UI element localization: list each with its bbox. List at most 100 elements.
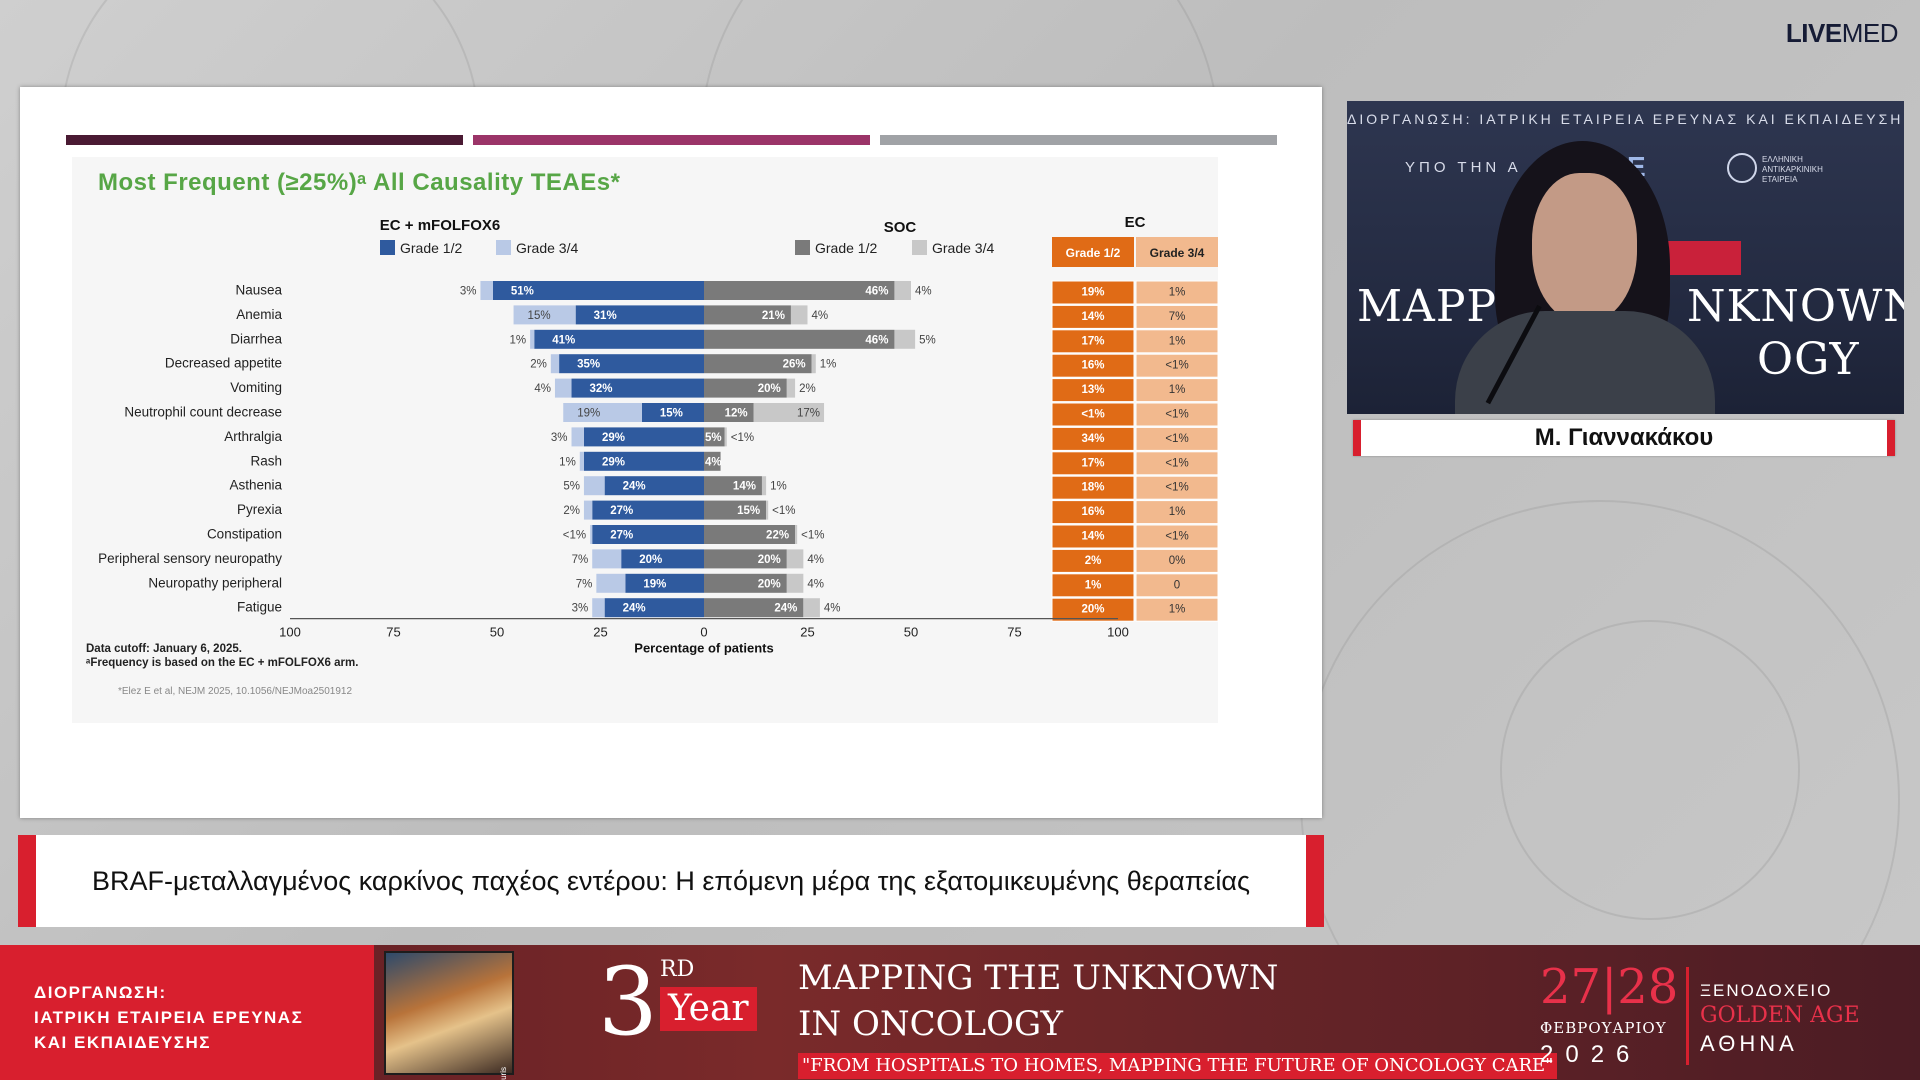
soc-grade12-data-label: 21%: [762, 310, 785, 322]
ec-grade12-data-label: 32%: [590, 383, 613, 395]
table-grade12-value: 34%: [1081, 433, 1104, 445]
edition-year-badge: Year: [660, 987, 757, 1031]
table-cell: [1051, 475, 1135, 500]
soc-grade34-bar: [761, 476, 767, 496]
category-label: Arthralgia: [224, 429, 282, 444]
ec-grade34-data-label: 3%: [460, 286, 477, 298]
x-tick-label: 25: [800, 625, 814, 640]
speaker-body: [1455, 311, 1715, 414]
soc-grade12-bar: [704, 378, 787, 398]
event-title: MAPPING THE UNKNOWN IN ONCOLOGY: [798, 955, 1278, 1047]
soc-grade34-data-label: 1%: [770, 481, 787, 493]
organizer-line: ΙΑΤΡΙΚΗ ΕΤΑΙΡΕΙΑ ΕΡΕΥΝΑΣ: [34, 1008, 304, 1027]
category-label: Constipation: [207, 527, 282, 542]
artwork-signature: C.Billouris: [499, 1067, 508, 1080]
soc-grade34-data-label: <1%: [772, 505, 795, 517]
speaker-name: Μ. Γιαννακάκου: [1534, 424, 1714, 451]
table-cell: [1135, 573, 1219, 598]
speaker-video: ΔΙΟΡΓΑΝΩΣΗ: ΙΑΤΡΙΚΗ ΕΤΑΙΡΕΙΑ ΕΡΕΥΝΑΣ ΚΑΙ…: [1347, 101, 1904, 414]
soc-grade12-data-label: 15%: [737, 505, 760, 517]
footnote-cutoff: Data cutoff: January 6, 2025.: [86, 643, 242, 655]
soc-grade12-data-label: 12%: [725, 408, 748, 420]
ec-grade34-data-label: 5%: [563, 481, 580, 493]
soc-grade34-bar: [790, 305, 808, 325]
table-grade34-value: <1%: [1165, 360, 1188, 372]
ec-grade12-bar: [583, 451, 704, 471]
ec-grade34-bar: [513, 305, 576, 325]
ec-grade12-data-label: 29%: [602, 456, 625, 468]
soc-grade12-data-label: 22%: [766, 530, 789, 542]
soc-grade34-data-label: 4%: [807, 554, 824, 566]
event-subtitle: "FROM HOSPITALS TO HOMES, MAPPING THE FU…: [798, 1053, 1558, 1079]
ec-grade12-bar: [625, 573, 704, 593]
soc-grade34-bar: [803, 598, 820, 618]
speaker-nameplate: Μ. Γιαννακάκου: [1353, 420, 1895, 456]
table-grade12-value: 17%: [1081, 457, 1104, 469]
teae-chart: EC + mFOLFOX6 SOC Grade 1/2 Grade 3/4 Grade …: [86, 214, 1219, 697]
category-label: Anemia: [236, 307, 282, 322]
soc-grade34-bar: [795, 525, 798, 544]
table-cell: [1051, 426, 1135, 451]
talk-title: BRAF-μεταλλαγμένος καρκίνος παχέος εντέρ…: [91, 866, 1251, 896]
category-label: Rash: [250, 453, 282, 468]
soc-grade12-bar: [704, 403, 754, 422]
table-grade12-value: 14%: [1081, 311, 1104, 323]
ec-grade12-data-label: 20%: [639, 554, 662, 566]
ec-group-header: EC + mFOLFOX6: [380, 217, 500, 234]
table-grade34-value: 1%: [1169, 384, 1186, 396]
ec-grade12-bar: [604, 598, 704, 618]
ec-grade34-bar: [571, 427, 584, 447]
legend-swatch: [912, 240, 927, 255]
x-tick-label: 75: [1007, 625, 1021, 640]
table-cell: [1135, 524, 1219, 549]
x-tick-label: 50: [490, 625, 504, 640]
soc-grade12-data-label: 20%: [758, 383, 781, 395]
ec-grade34-bar: [563, 403, 642, 422]
society-emblem-icon: [1727, 153, 1757, 183]
table-grade12-value: 1%: [1085, 579, 1102, 591]
ec-grade34-bar: [583, 500, 593, 520]
ec-grade34-data-label: 3%: [572, 603, 589, 615]
soc-grade12-data-label: 14%: [733, 481, 756, 493]
ec-grade12-bar: [592, 525, 704, 544]
ec-grade12-data-label: 24%: [623, 603, 646, 615]
event-artwork: C.Billouris: [384, 951, 514, 1080]
soc-grade34-bar: [753, 403, 825, 422]
soc-grade12-bar: [704, 525, 796, 544]
soc-grade12-data-label: 4%: [705, 456, 722, 468]
ec-grade34-data-label: 2%: [530, 359, 547, 371]
soc-grade34-bar: [786, 549, 804, 569]
backdrop-title-1: MAPPI: [1357, 281, 1516, 332]
ec-grade34-data-label: 1%: [509, 334, 526, 346]
venue-city: ΑΘΗΝΑ: [1700, 1031, 1798, 1056]
table-col-header: Grade 1/2: [1066, 246, 1121, 260]
ec-grade34-data-label: 15%: [528, 310, 551, 322]
soc-grade12-data-label: 26%: [783, 359, 806, 371]
table-cell: [1135, 500, 1219, 525]
table-grade34-value: 0%: [1169, 555, 1186, 567]
soc-grade34-data-label: 5%: [919, 334, 936, 346]
backdrop-organizer-text: ΔΙΟΡΓΑΝΩΣΗ: ΙΑΤΡΙΚΗ ΕΤΑΙΡΕΙΑ ΕΡΕΥΝΑΣ ΚΑΙ…: [1347, 111, 1904, 127]
table-cell: [1135, 280, 1219, 305]
soc-grade12-data-label: 20%: [758, 554, 781, 566]
ec-grade34-bar: [592, 549, 622, 569]
soc-grade34-bar: [894, 281, 911, 300]
table-cell: [1051, 548, 1135, 573]
table-grade12-value: 2%: [1085, 555, 1102, 567]
soc-grade34-bar: [724, 427, 727, 447]
slide-reference: *Elez E et al, NEJM 2025, 10.1056/NEJMoa…: [118, 686, 352, 697]
legend-label: Grade 1/2: [400, 240, 462, 256]
category-label: Vomiting: [230, 380, 282, 395]
x-tick-label: 75: [386, 625, 400, 640]
ec-grade34-bar: [592, 598, 605, 618]
slide-header-bar-3: [880, 135, 1277, 145]
table-cell: [1051, 329, 1135, 354]
ec-grade12-data-label: 31%: [594, 310, 617, 322]
table-cell: [1051, 573, 1135, 598]
organizer-block: ΔΙΟΡΓΑΝΩΣΗ: ΙΑΤΡΙΚΗ ΕΤΑΙΡΕΙΑ ΕΡΕΥΝΑΣ ΚΑΙ…: [0, 945, 374, 1080]
soc-grade34-bar: [811, 354, 816, 374]
x-axis-label: Percentage of patients: [634, 641, 773, 656]
soc-grade12-data-label: 20%: [758, 578, 781, 590]
ec-grade34-data-label: 7%: [576, 578, 593, 590]
slide-header-bar-1: [66, 135, 463, 145]
